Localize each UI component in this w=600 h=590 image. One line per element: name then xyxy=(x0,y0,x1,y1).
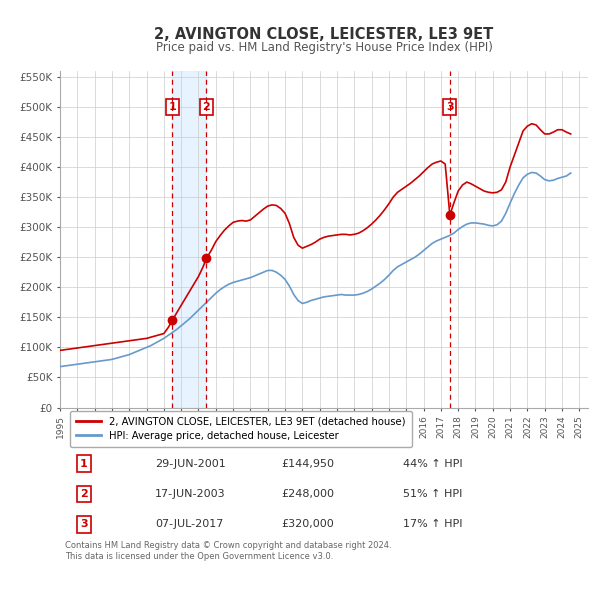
Text: 1: 1 xyxy=(169,102,176,112)
Text: £248,000: £248,000 xyxy=(282,489,335,499)
Text: Price paid vs. HM Land Registry's House Price Index (HPI): Price paid vs. HM Land Registry's House … xyxy=(155,41,493,54)
Text: 2: 2 xyxy=(80,489,88,499)
Text: £320,000: £320,000 xyxy=(282,519,335,529)
Text: 44% ↑ HPI: 44% ↑ HPI xyxy=(403,458,463,468)
Text: 3: 3 xyxy=(446,102,454,112)
Text: 17% ↑ HPI: 17% ↑ HPI xyxy=(403,519,463,529)
Text: 1: 1 xyxy=(80,458,88,468)
Text: 2, AVINGTON CLOSE, LEICESTER, LE3 9ET: 2, AVINGTON CLOSE, LEICESTER, LE3 9ET xyxy=(154,27,494,41)
Text: 07-JUL-2017: 07-JUL-2017 xyxy=(155,519,223,529)
Text: 29-JUN-2001: 29-JUN-2001 xyxy=(155,458,226,468)
Text: Contains HM Land Registry data © Crown copyright and database right 2024.
This d: Contains HM Land Registry data © Crown c… xyxy=(65,542,392,560)
Text: 2: 2 xyxy=(203,102,211,112)
Text: 17-JUN-2003: 17-JUN-2003 xyxy=(155,489,226,499)
Text: 51% ↑ HPI: 51% ↑ HPI xyxy=(403,489,463,499)
Text: £144,950: £144,950 xyxy=(282,458,335,468)
Bar xyxy=(172,71,206,408)
Legend: 2, AVINGTON CLOSE, LEICESTER, LE3 9ET (detached house), HPI: Average price, deta: 2, AVINGTON CLOSE, LEICESTER, LE3 9ET (d… xyxy=(70,411,412,447)
Text: 3: 3 xyxy=(80,519,88,529)
